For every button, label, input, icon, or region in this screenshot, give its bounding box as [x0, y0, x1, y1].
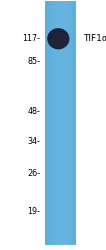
Text: 34-: 34- — [27, 137, 40, 146]
Bar — [65, 1, 67, 245]
Bar — [45, 1, 76, 245]
Bar — [67, 1, 68, 245]
Bar — [49, 1, 51, 245]
Bar — [68, 1, 70, 245]
Bar — [46, 1, 48, 245]
Bar — [45, 1, 46, 245]
Bar — [48, 1, 49, 245]
Bar — [54, 1, 56, 245]
Bar — [72, 1, 73, 245]
Bar — [70, 1, 72, 245]
Bar — [60, 1, 62, 245]
Bar — [52, 1, 54, 245]
Text: 48-: 48- — [27, 107, 40, 116]
Text: 85-: 85- — [27, 57, 40, 66]
Bar — [59, 1, 60, 245]
Bar — [73, 1, 75, 245]
Text: 117-: 117- — [22, 34, 40, 43]
Text: TIF1α: TIF1α — [83, 34, 106, 43]
Bar — [64, 1, 65, 245]
Ellipse shape — [52, 34, 69, 46]
Text: 19-: 19- — [27, 207, 40, 216]
Bar — [56, 1, 57, 245]
Bar — [57, 1, 59, 245]
Bar — [62, 1, 64, 245]
Bar — [51, 1, 52, 245]
Bar — [75, 1, 76, 245]
Ellipse shape — [47, 28, 69, 50]
Text: 26-: 26- — [27, 169, 40, 178]
